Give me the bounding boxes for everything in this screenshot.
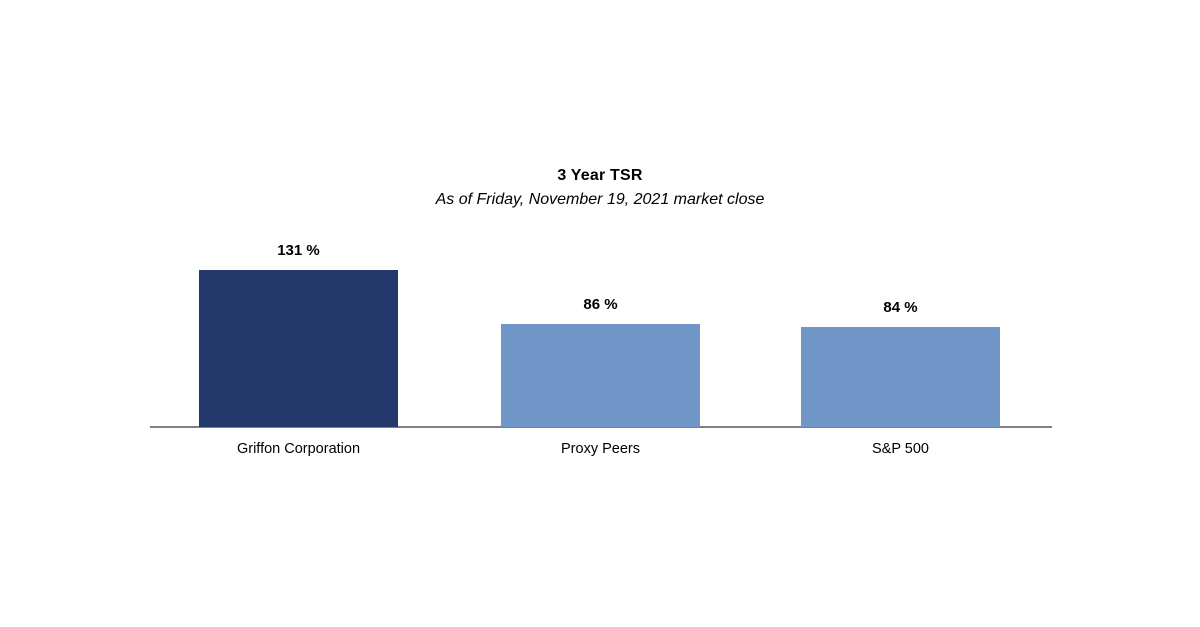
category-label-proxy-peers: Proxy Peers bbox=[561, 441, 640, 457]
bar-proxy-peers bbox=[501, 324, 700, 427]
chart-title: 3 Year TSR bbox=[557, 167, 643, 184]
chart-subtitle: As of Friday, November 19, 2021 market c… bbox=[435, 191, 765, 208]
value-label-s-p-500: 84 % bbox=[883, 299, 918, 316]
x-axis-line bbox=[150, 426, 1052, 428]
value-label-griffon-corporation: 131 % bbox=[277, 242, 320, 259]
bar-griffon-corporation bbox=[199, 270, 398, 427]
category-label-griffon-corporation: Griffon Corporation bbox=[236, 441, 361, 457]
value-label-proxy-peers: 86 % bbox=[583, 296, 618, 313]
category-label-s-p-500: S&P 500 bbox=[872, 441, 929, 457]
bar-s-p-500 bbox=[801, 327, 1000, 427]
